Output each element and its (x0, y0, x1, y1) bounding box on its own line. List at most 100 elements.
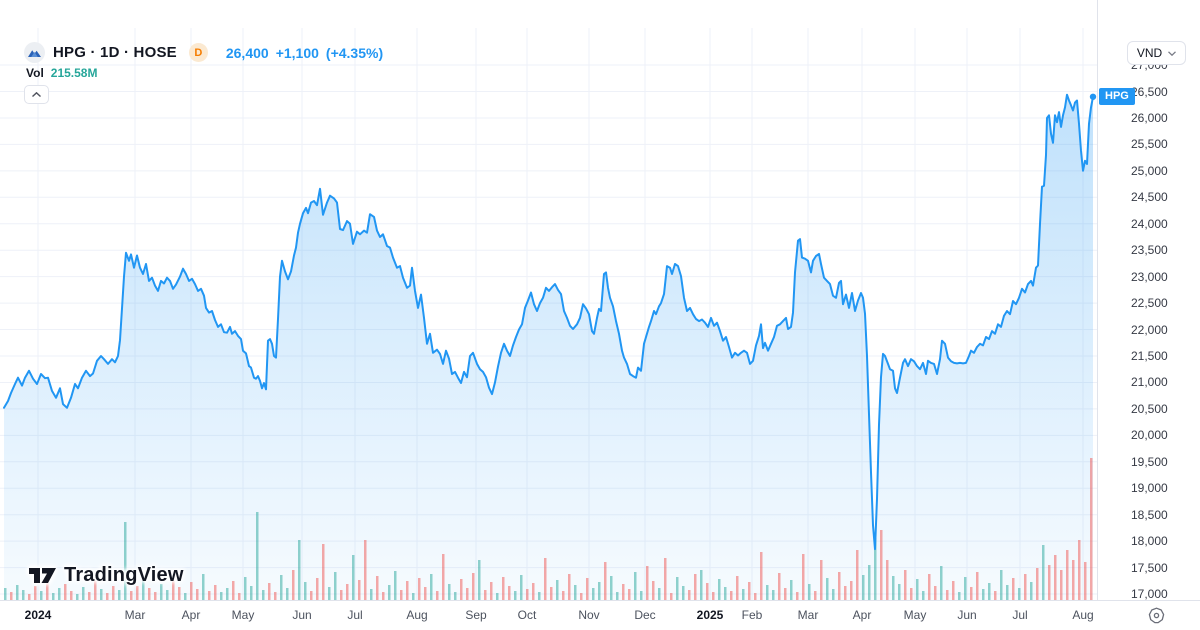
volume-bar (928, 574, 931, 600)
volume-bar (1090, 458, 1093, 600)
volume-bar (16, 585, 19, 600)
price-axis[interactable]: 27,000 26,500 26,000 25,500 25,000 24,500 24,0… (1097, 0, 1200, 602)
volume-bar (1012, 578, 1015, 600)
volume-bar (1030, 582, 1033, 600)
volume-bar (598, 582, 601, 600)
volume-bar (364, 540, 367, 600)
time-axis-tick: Jun (957, 608, 977, 622)
volume-bar (442, 554, 445, 600)
volume-bar (934, 586, 937, 600)
volume-bar (268, 583, 271, 600)
collapse-legend-button[interactable] (24, 85, 49, 104)
price-axis-label: 20,000 (1131, 428, 1168, 443)
volume-bar (472, 573, 475, 600)
volume-bar (718, 579, 721, 600)
quote-last: 26,400 (225, 44, 269, 61)
symbol-title[interactable]: HPG · 1D · HOSE (53, 44, 177, 61)
volume-bar (1042, 545, 1045, 600)
price-axis-label: 17,000 (1131, 587, 1168, 602)
volume-bar (856, 550, 859, 600)
price-axis-label: 17,500 (1131, 560, 1168, 575)
volume-bar (178, 587, 181, 600)
axis-settings-button[interactable] (1145, 604, 1167, 626)
volume-bar (802, 554, 805, 600)
volume-bar (358, 580, 361, 600)
volume-bar (592, 588, 595, 600)
chevron-down-icon (1168, 50, 1177, 56)
volume-bar (100, 589, 103, 600)
price-axis-label: 18,000 (1131, 534, 1168, 549)
volume-bar (292, 570, 295, 600)
volume-bar (538, 592, 541, 600)
time-axis[interactable]: 2024 Mar Apr May Jun Jul Aug Sep Oct Nov Dec 2025 Fe… (0, 600, 1200, 630)
volume-bar (964, 577, 967, 600)
price-axis-label: 26,000 (1131, 110, 1168, 125)
volume-bar (844, 586, 847, 600)
volume-label: Vol (26, 66, 44, 80)
volume-bar (1006, 585, 1009, 600)
time-axis-tick: Apr (181, 608, 201, 622)
volume-bar (226, 588, 229, 600)
currency-dropdown[interactable]: VND (1127, 41, 1186, 65)
volume-bar (34, 586, 37, 600)
volume-bar (64, 584, 67, 600)
volume-value: 215.58M (50, 66, 98, 80)
volume-bar (610, 576, 613, 600)
price-axis-label: 24,000 (1131, 216, 1168, 231)
time-axis-tick: Mar (797, 608, 819, 622)
volume-bar (724, 587, 727, 600)
price-axis-label: 26,500 (1131, 84, 1168, 99)
volume-bar (250, 586, 253, 600)
volume-bar (466, 588, 469, 600)
volume-bar (652, 581, 655, 600)
volume-bar (886, 560, 889, 600)
volume-bar (706, 583, 709, 600)
volume-bar (106, 593, 109, 600)
price-axis-label: 25,000 (1131, 163, 1168, 178)
volume-bar (646, 566, 649, 600)
volume-bar (430, 574, 433, 600)
volume-bar (1060, 570, 1063, 600)
volume-bar (748, 582, 751, 600)
volume-bar (1084, 562, 1087, 600)
volume-bar (370, 589, 373, 600)
volume-bar (736, 576, 739, 600)
volume-bar (970, 587, 973, 600)
gear-icon (1148, 607, 1164, 623)
time-axis-tick: Aug (406, 608, 428, 622)
volume-bar (160, 584, 163, 600)
volume-bar (316, 578, 319, 600)
volume-bar (952, 581, 955, 600)
volume-bar (508, 586, 511, 600)
price-chart-pane[interactable] (0, 0, 1097, 600)
volume-bar (658, 588, 661, 600)
volume-bar (988, 583, 991, 600)
volume-bar (70, 591, 73, 600)
volume-bar (622, 584, 625, 600)
volume-bar (184, 593, 187, 600)
volume-bar (586, 578, 589, 600)
volume-bar (244, 577, 247, 600)
volume-bar (448, 584, 451, 600)
volume-bar (388, 585, 391, 600)
volume-bars (4, 458, 1093, 600)
volume-bar (346, 584, 349, 600)
volume-bar (742, 589, 745, 600)
time-axis-tick: Jul (347, 608, 363, 622)
volume-bar (1000, 570, 1003, 600)
time-axis-tick: May (231, 608, 255, 622)
price-axis-label: 21,500 (1131, 349, 1168, 363)
volume-bar (28, 594, 31, 600)
volume-bar (394, 571, 397, 600)
tradingview-watermark[interactable]: TradingView (28, 564, 184, 587)
volume-bar (298, 540, 301, 600)
volume-bar (1066, 550, 1069, 600)
chevron-up-icon (32, 92, 41, 97)
volume-bar (58, 588, 61, 600)
symbol-legend[interactable]: HPG · 1D · HOSE D 26,400 +1,100 (+4.35%) (24, 42, 383, 63)
volume-bar (418, 578, 421, 600)
interval-badge[interactable]: D (188, 43, 208, 62)
volume-bar (94, 580, 97, 600)
volume-bar (880, 530, 883, 600)
price-axis-label: 25,500 (1131, 137, 1168, 152)
